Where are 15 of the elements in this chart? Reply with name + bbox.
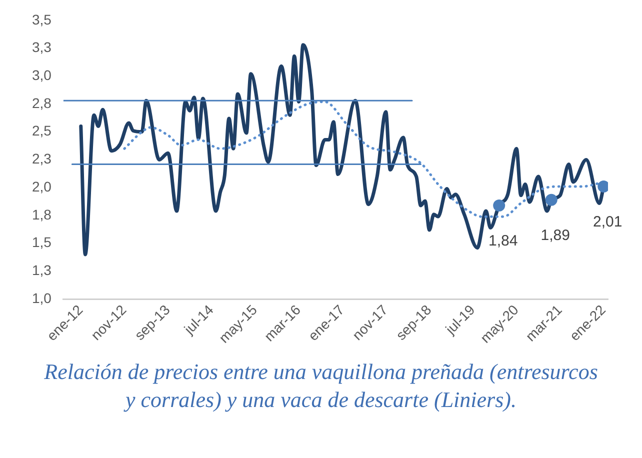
y-tick-label: 2,3 [32, 150, 52, 167]
y-tick-label: 1,5 [32, 234, 52, 250]
y-tick-label: 3,0 [32, 67, 52, 83]
data-label: 2,01 [593, 214, 622, 231]
text: Relación de precios entre una vaquillona preñada (entresurcos y corrales) y una vaca de descarte (Liniers). [43, 358, 599, 414]
data-label: 1,89 [540, 227, 570, 244]
y-tick-label: 3,5 [32, 11, 52, 28]
y-tick-label: 1,3 [32, 262, 52, 278]
y-tick-label: 2,0 [32, 178, 52, 194]
y-tick-label: 1,8 [32, 206, 52, 222]
y-tick-label: 3,3 [32, 39, 52, 56]
y-tick-label: 1,0 [32, 290, 52, 306]
y-tick-label: 2,8 [32, 94, 52, 111]
data-label: 1,84 [488, 232, 518, 250]
y-tick-label: 2,5 [32, 122, 52, 139]
